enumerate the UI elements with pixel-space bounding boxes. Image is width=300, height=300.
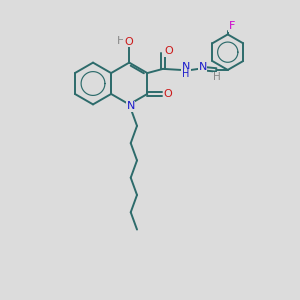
Text: H: H: [116, 36, 125, 46]
Text: N: N: [199, 62, 207, 72]
Text: O: O: [124, 37, 133, 46]
Text: H: H: [213, 72, 221, 82]
Text: H: H: [182, 69, 190, 79]
Text: F: F: [229, 21, 235, 32]
Text: N: N: [182, 62, 190, 72]
Text: O: O: [164, 89, 172, 99]
Text: N: N: [127, 101, 135, 111]
Text: O: O: [164, 46, 173, 56]
